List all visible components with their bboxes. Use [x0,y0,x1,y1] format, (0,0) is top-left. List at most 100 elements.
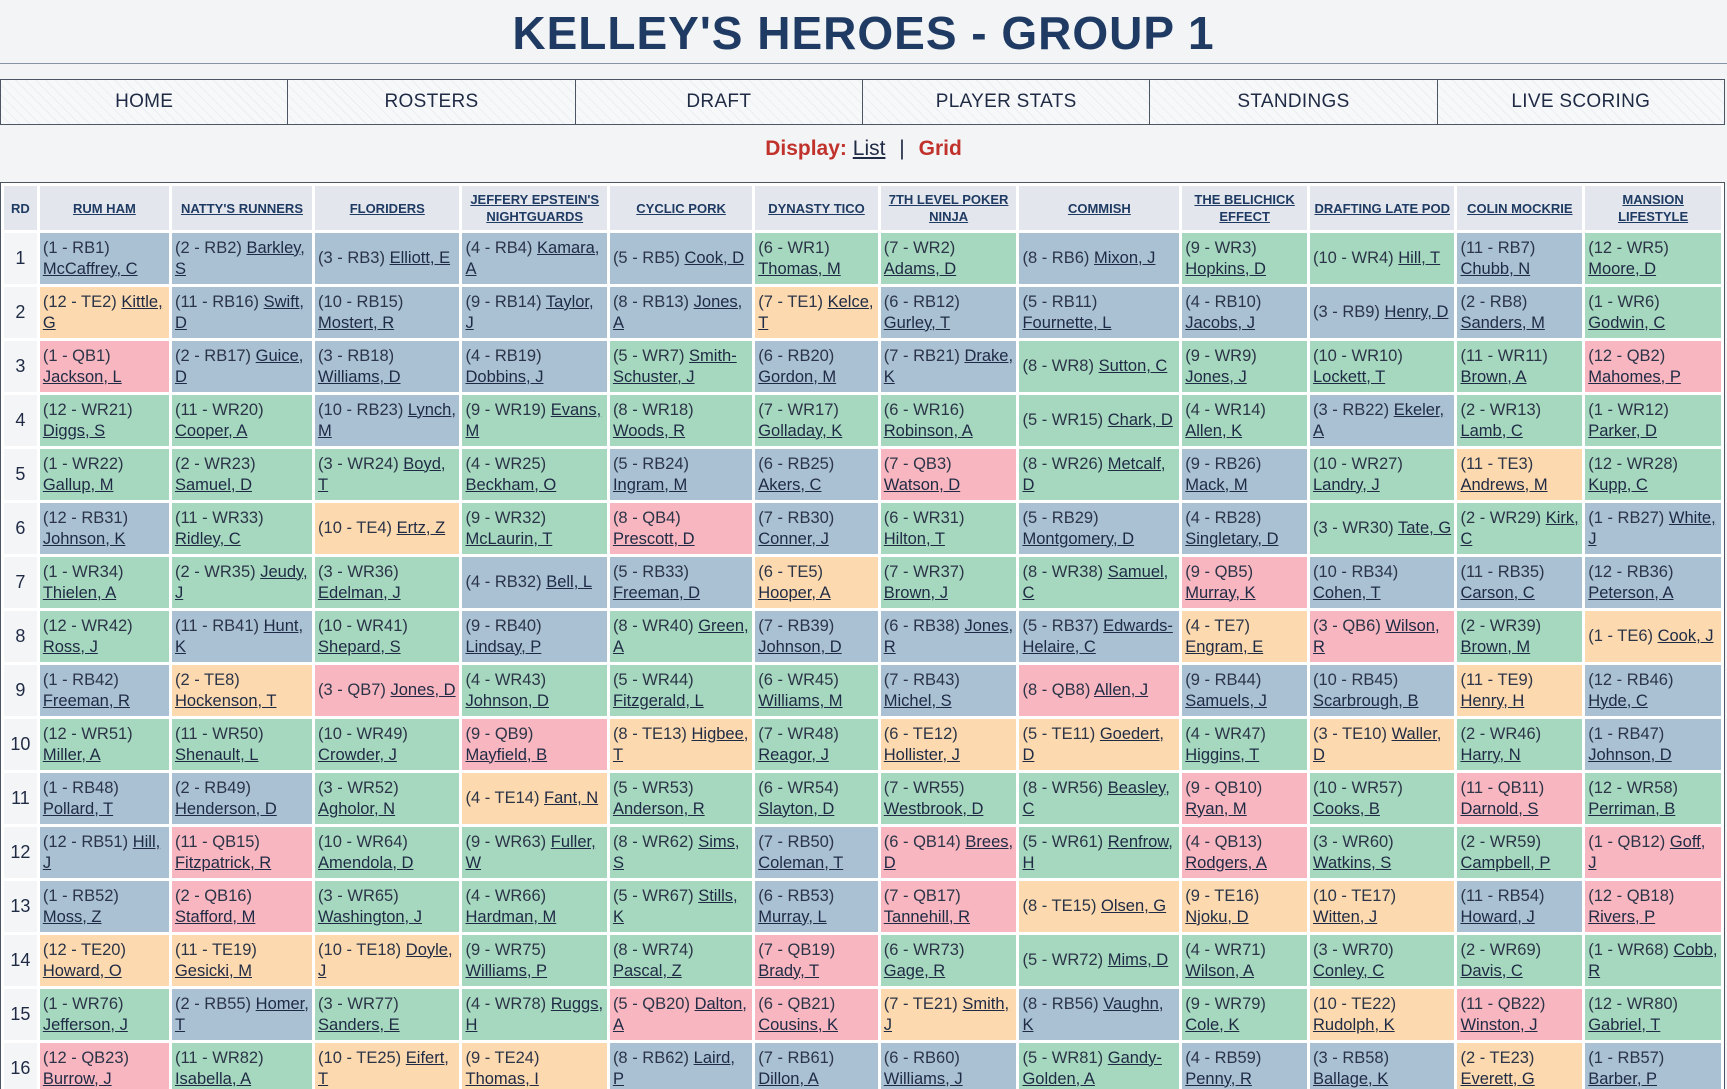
player-link[interactable]: Brown, M [1460,637,1531,656]
player-link[interactable]: Stafford, M [174,907,256,926]
player-link[interactable]: Johnson, D [465,691,549,710]
player-link[interactable]: Robinson, A [883,421,973,440]
player-link[interactable]: Isabella, A [174,1069,252,1088]
player-link[interactable]: Williams, D [318,367,401,386]
player-link[interactable]: Ross, J [42,637,98,656]
player-link[interactable]: Lindsay, P [465,637,542,656]
team-header[interactable]: CYCLIC PORK [609,186,753,230]
player-link[interactable]: Homer, T [174,994,309,1034]
player-link[interactable]: Hopkins, D [1185,259,1266,278]
team-header[interactable]: DRAFTING LATE POD [1310,186,1455,230]
player-link[interactable]: Conner, J [758,529,829,548]
player-link[interactable]: Adams, D [883,259,957,278]
player-link[interactable]: Hill, J [42,832,161,872]
display-grid-active[interactable]: Grid [918,137,962,160]
player-link[interactable]: Hockenson, T [174,691,277,710]
player-link[interactable]: Gordon, M [758,367,837,386]
player-link[interactable]: Edelman, J [318,583,401,602]
player-link[interactable]: Sims, S [612,832,740,872]
player-link[interactable]: Samuels, J [1185,691,1267,710]
player-link[interactable]: Evans, M [465,400,602,440]
player-link[interactable]: Crowder, J [318,745,397,764]
player-link[interactable]: White, J [1588,508,1716,548]
player-link[interactable]: Cook, D [684,249,745,267]
player-link[interactable]: Laird, P [612,1048,735,1088]
team-header[interactable]: COLIN MOCKRIE [1457,186,1583,230]
player-link[interactable]: Henry, H [1460,691,1525,710]
player-link[interactable]: Mims, D [1107,951,1169,969]
player-link[interactable]: Johnson, K [42,529,126,548]
player-link[interactable]: Montgomery, D [1022,529,1135,548]
player-link[interactable]: Elliott, E [389,249,451,267]
team-header[interactable]: THE BELICHICK EFFECT [1182,186,1307,230]
player-link[interactable]: Peterson, A [1588,583,1674,602]
player-link[interactable]: Mack, M [1185,475,1248,494]
team-header[interactable]: COMMISH [1019,186,1180,230]
player-link[interactable]: Hollister, J [883,745,960,764]
player-link[interactable]: Eifert, T [318,1048,449,1088]
player-link[interactable]: Hyde, C [1588,691,1648,710]
player-link[interactable]: Kamara, A [465,238,600,278]
player-link[interactable]: Kirk, C [1460,508,1579,548]
player-link[interactable]: Reagor, J [758,745,829,764]
player-link[interactable]: Parker, D [1588,421,1657,440]
player-link[interactable]: Woods, R [612,421,686,440]
player-link[interactable]: Michel, S [883,691,952,710]
player-link[interactable]: Barkley, S [174,238,305,278]
player-link[interactable]: Gage, R [883,961,946,980]
player-link[interactable]: Conley, C [1313,961,1385,980]
player-link[interactable]: Wilson, A [1185,961,1255,980]
player-link[interactable]: Everett, G [1460,1069,1535,1088]
player-link[interactable]: Allen, J [1094,681,1149,699]
nav-live-scoring[interactable]: LIVE SCORING [1437,80,1724,124]
player-link[interactable]: Lynch, M [318,400,456,440]
player-link[interactable]: Prescott, D [612,529,695,548]
player-link[interactable]: McCaffrey, C [42,259,138,278]
player-link[interactable]: Johnson, D [758,637,842,656]
player-link[interactable]: Fitzpatrick, R [174,853,272,872]
player-link[interactable]: Mahomes, P [1588,367,1681,386]
player-link[interactable]: Lamb, C [1460,421,1523,440]
player-link[interactable]: Slayton, D [758,799,835,818]
player-link[interactable]: Sutton, C [1098,357,1168,375]
player-link[interactable]: Sanders, E [318,1015,400,1034]
player-link[interactable]: Thomas, I [465,1069,539,1088]
player-link[interactable]: Freeman, R [42,691,130,710]
player-link[interactable]: Dobbins, J [465,367,544,386]
player-link[interactable]: Harry, N [1460,745,1521,764]
team-header[interactable]: DYNASTY TICO [755,186,878,230]
player-link[interactable]: Mostert, R [318,313,395,332]
player-link[interactable]: Kelce, T [758,292,874,332]
player-link[interactable]: Jefferson, J [42,1015,128,1034]
player-link[interactable]: Hooper, A [758,583,831,602]
player-link[interactable]: Drake, K [883,346,1014,386]
player-link[interactable]: Higbee, T [612,724,749,764]
player-link[interactable]: Smith-Schuster, J [612,346,737,386]
player-link[interactable]: Brady, T [758,961,820,980]
player-link[interactable]: McLaurin, T [465,529,553,548]
player-link[interactable]: Jeudy, J [174,562,308,602]
player-link[interactable]: Williams, J [883,1069,963,1088]
player-link[interactable]: Fant, N [544,789,599,807]
player-link[interactable]: Engram, E [1185,637,1264,656]
player-link[interactable]: Gurley, T [883,313,951,332]
player-link[interactable]: Hardman, M [465,907,557,926]
player-link[interactable]: Ruggs, H [465,994,604,1034]
player-link[interactable]: Guice, D [174,346,304,386]
player-link[interactable]: Brown, J [883,583,948,602]
player-link[interactable]: Gandy-Golden, A [1022,1048,1162,1088]
player-link[interactable]: Ridley, C [174,529,241,548]
player-link[interactable]: Shenault, L [174,745,259,764]
player-link[interactable]: Murray, L [758,907,827,926]
player-link[interactable]: Chubb, N [1460,259,1531,278]
player-link[interactable]: Pollard, T [42,799,114,818]
team-header[interactable]: NATTY'S RUNNERS [171,186,313,230]
player-link[interactable]: Witten, J [1313,907,1378,926]
player-link[interactable]: Thielen, A [42,583,117,602]
team-header[interactable]: JEFFERY EPSTEIN'S NIGHTGUARDS [462,186,607,230]
player-link[interactable]: Metcalf, D [1022,454,1166,494]
player-link[interactable]: Coleman, T [758,853,844,872]
display-list-link[interactable]: List [852,137,886,160]
player-link[interactable]: Vaughn, K [1022,994,1164,1034]
player-link[interactable]: Njoku, D [1185,907,1249,926]
